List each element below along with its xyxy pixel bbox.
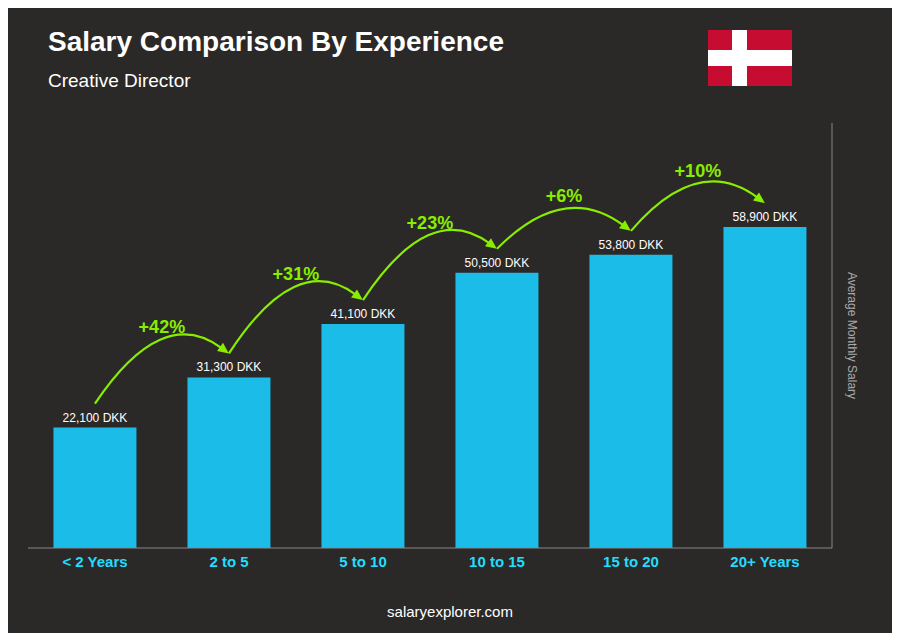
- svg-text:2 to 5: 2 to 5: [209, 553, 248, 570]
- svg-text:+6%: +6%: [546, 186, 583, 206]
- html-text:salaryexplorer.com: salaryexplorer.com: [387, 603, 513, 620]
- svg-text:+42%: +42%: [139, 317, 186, 337]
- svg-text:10 to 15: 10 to 15: [469, 553, 525, 570]
- svg-text:41,100 DKK: 41,100 DKK: [331, 307, 396, 321]
- svg-text:5 to 10: 5 to 10: [339, 553, 387, 570]
- svg-text:50,500 DKK: 50,500 DKK: [465, 256, 530, 270]
- svg-text:15 to 20: 15 to 20: [603, 553, 659, 570]
- svg-text:Average Monthly Salary: Average Monthly Salary: [845, 272, 859, 399]
- svg-text:+23%: +23%: [407, 213, 454, 233]
- svg-text:22,100 DKK: 22,100 DKK: [63, 411, 128, 425]
- svg-text:53,800 DKK: 53,800 DKK: [599, 238, 664, 252]
- svg-text:58,900 DKK: 58,900 DKK: [733, 210, 798, 224]
- svg-text:< 2 Years: < 2 Years: [62, 553, 127, 570]
- svg-text:20+ Years: 20+ Years: [730, 553, 799, 570]
- svg-text:31,300 DKK: 31,300 DKK: [197, 360, 262, 374]
- html-text:Creative Director: Creative Director: [48, 70, 191, 91]
- svg-text:+10%: +10%: [675, 161, 722, 181]
- html-text:Salary Comparison By Experienc: Salary Comparison By Experience: [48, 26, 504, 57]
- svg-text:+31%: +31%: [273, 264, 320, 284]
